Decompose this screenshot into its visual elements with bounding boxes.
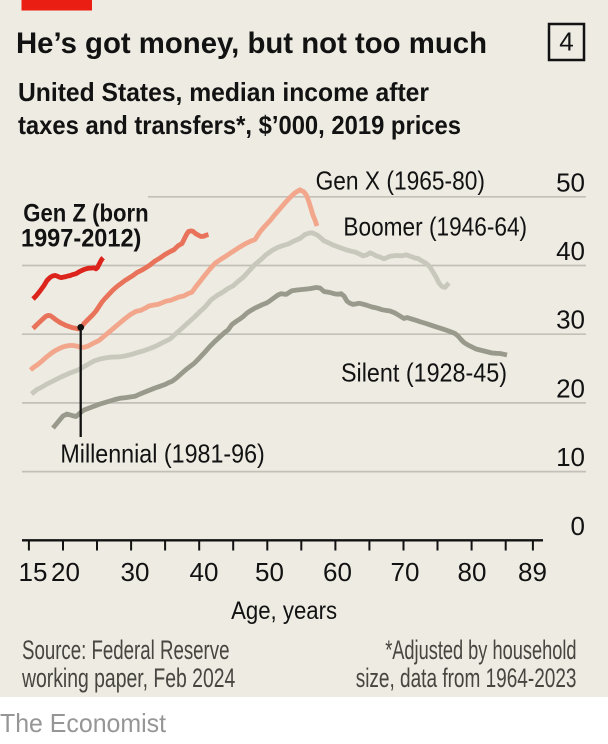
svg-text:30: 30 (556, 305, 585, 335)
svg-text:40: 40 (556, 236, 585, 266)
svg-text:70: 70 (391, 557, 420, 587)
svg-text:Silent (1928-45): Silent (1928-45) (341, 358, 507, 388)
svg-text:Gen X (1965-80): Gen X (1965-80) (316, 166, 485, 196)
svg-text:He’s got money, but not too mu: He’s got money, but not too much (16, 27, 487, 60)
svg-text:20: 20 (556, 373, 585, 403)
svg-text:10: 10 (556, 442, 585, 472)
svg-text:4: 4 (559, 27, 573, 57)
svg-text:working paper, Feb 2024: working paper, Feb 2024 (21, 663, 235, 693)
svg-text:Millennial (1981-96): Millennial (1981-96) (60, 439, 264, 469)
svg-text:20: 20 (51, 557, 80, 587)
svg-text:Age, years: Age, years (231, 597, 337, 625)
svg-text:30: 30 (121, 557, 150, 587)
svg-text:Boomer (1946-64): Boomer (1946-64) (343, 212, 527, 242)
svg-text:United States, median income a: United States, median income after (18, 77, 429, 107)
svg-text:1997-2012): 1997-2012) (21, 224, 141, 252)
svg-text:50: 50 (556, 167, 585, 197)
svg-text:15: 15 (19, 557, 48, 587)
svg-text:80: 80 (458, 557, 487, 587)
svg-text:Gen Z (born: Gen Z (born (23, 200, 148, 228)
svg-text:0: 0 (571, 511, 585, 541)
svg-text:50: 50 (255, 557, 284, 587)
svg-text:Source: Federal Reserve: Source: Federal Reserve (22, 635, 230, 665)
svg-text:60: 60 (323, 557, 352, 587)
svg-text:size, data from 1964-2023: size, data from 1964-2023 (356, 663, 577, 693)
svg-text:89: 89 (518, 557, 547, 587)
svg-text:taxes and transfers*, $’000, 2: taxes and transfers*, $’000, 2019 prices (18, 110, 461, 140)
svg-text:The Economist: The Economist (0, 708, 167, 738)
svg-text:40: 40 (190, 557, 219, 587)
svg-text:*Adjusted by household: *Adjusted by household (385, 635, 576, 665)
